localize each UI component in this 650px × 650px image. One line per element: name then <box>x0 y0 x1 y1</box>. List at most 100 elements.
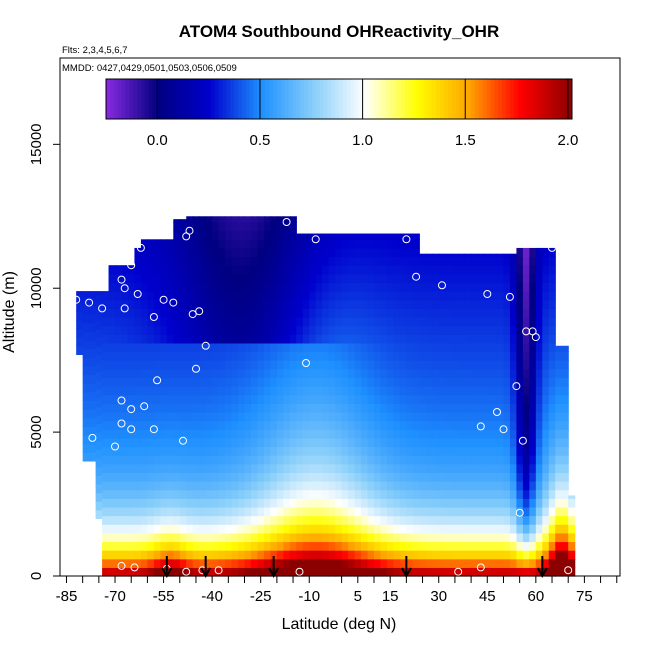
heatmap-cell <box>419 489 427 499</box>
heatmap-cell <box>322 247 330 258</box>
heatmap-cell <box>315 265 323 275</box>
heatmap-cell <box>373 429 382 439</box>
heatmap-cell <box>153 368 161 379</box>
heatmap-cell <box>127 411 136 422</box>
sample-point <box>153 376 162 385</box>
heatmap-cell <box>354 429 362 439</box>
heatmap-cell <box>289 368 297 379</box>
heatmap-cell <box>406 273 414 284</box>
sample-point <box>127 261 136 270</box>
heatmap-cell <box>225 282 233 292</box>
heatmap-cell <box>147 386 155 396</box>
heatmap-cell <box>354 377 362 387</box>
heatmap-cell <box>173 386 181 396</box>
heatmap-cell <box>127 273 136 284</box>
heatmap-cell <box>102 420 110 430</box>
heatmap-cell <box>419 481 427 491</box>
heatmap-cell <box>121 317 129 327</box>
heatmap-cell <box>302 299 310 309</box>
heatmap-cell <box>509 308 518 318</box>
heatmap-cell <box>238 273 246 284</box>
heatmap-cell <box>186 481 194 491</box>
heatmap-cell <box>451 558 459 568</box>
heatmap-cell <box>529 429 537 439</box>
heatmap-cell <box>555 550 563 560</box>
heatmap-cell <box>115 299 123 309</box>
heatmap-cell <box>121 541 129 551</box>
heatmap-cell <box>322 489 330 499</box>
heatmap-cell <box>335 558 343 568</box>
heatmap-cell <box>166 481 174 491</box>
heatmap-cell <box>471 386 479 396</box>
heatmap-cell <box>147 463 155 473</box>
heatmap-cell <box>380 394 388 404</box>
heatmap-cell <box>322 233 330 240</box>
heatmap-cell <box>270 265 278 275</box>
heatmap-cell <box>276 394 284 404</box>
heatmap-cell <box>179 351 187 361</box>
heatmap-cell <box>503 463 511 473</box>
heatmap-cell <box>335 463 343 473</box>
heatmap-cell <box>205 420 213 430</box>
heatmap-cell <box>212 308 220 318</box>
heatmap-cell <box>393 506 401 517</box>
heatmap-cell <box>108 429 116 439</box>
heatmap-cell <box>348 420 356 430</box>
heatmap-cell <box>276 273 284 284</box>
heatmap-cell <box>367 550 375 560</box>
heatmap-cell <box>173 472 181 482</box>
heatmap-cell <box>535 247 543 258</box>
heatmap-cell <box>529 446 537 456</box>
heatmap-cell <box>522 524 530 534</box>
heatmap-cell <box>127 317 136 327</box>
heatmap-cell <box>186 420 194 430</box>
heatmap-cell <box>412 411 420 422</box>
heatmap-cell <box>186 411 194 422</box>
colorbar-segment <box>509 79 515 119</box>
heatmap-cell <box>548 351 556 361</box>
heatmap-cell <box>140 360 148 370</box>
heatmap-cell <box>432 256 440 266</box>
heatmap-cell <box>322 411 330 422</box>
heatmap-cell <box>89 357 97 367</box>
heatmap-cell <box>503 377 511 387</box>
heatmap-cell <box>348 334 356 344</box>
heatmap-cell <box>458 334 466 344</box>
heatmap-cell <box>419 524 427 534</box>
heatmap-cell <box>289 455 297 465</box>
heatmap-cell <box>108 273 116 284</box>
heatmap-cell <box>477 282 485 292</box>
heatmap-cell <box>373 550 382 560</box>
heatmap-cell <box>186 317 194 327</box>
heatmap-cell <box>399 273 407 284</box>
heatmap-cell <box>296 420 304 430</box>
heatmap-cell <box>257 429 265 439</box>
heatmap-cell <box>257 317 265 327</box>
heatmap-cell <box>490 429 498 439</box>
heatmap-cell <box>555 411 563 422</box>
heatmap-cell <box>276 230 284 240</box>
heatmap-cell <box>555 351 563 361</box>
heatmap-cell <box>432 351 440 361</box>
heatmap-cell <box>244 489 252 499</box>
heatmap-cell <box>529 403 537 413</box>
heatmap-cell <box>496 360 505 370</box>
heatmap-cell <box>542 524 550 534</box>
heatmap-cell <box>555 455 563 465</box>
heatmap-cell <box>348 558 356 568</box>
colorbar-segment <box>362 79 367 119</box>
heatmap-cell <box>393 541 401 551</box>
heatmap-cell <box>166 360 174 370</box>
heatmap-cell <box>173 265 181 275</box>
colorbar-segment <box>564 79 569 119</box>
heatmap-cell <box>464 515 472 525</box>
heatmap-cell <box>361 481 369 491</box>
heatmap-cell <box>406 524 414 534</box>
heatmap-cell <box>283 368 291 379</box>
heatmap-cell <box>548 463 556 473</box>
heatmap-cell <box>257 239 265 249</box>
heatmap-cell <box>270 351 278 361</box>
heatmap-cell <box>542 515 550 525</box>
heatmap-cell <box>263 256 271 266</box>
